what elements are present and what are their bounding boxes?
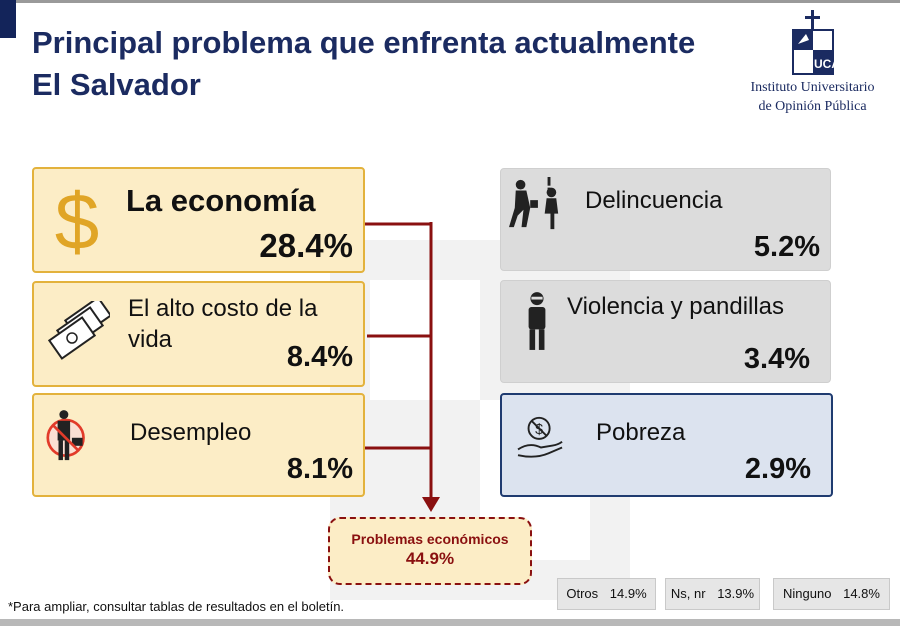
svg-text:$: $ [55, 179, 100, 259]
money-bills-icon [47, 301, 110, 360]
institution-line-1: Instituto Universitario [750, 80, 875, 95]
minor-box-ns-nr: Ns, nr 13.9% [665, 578, 760, 610]
masked-person-icon [528, 292, 546, 350]
item-card-cost-of-living: El alto costo de la vida 8.4% [32, 281, 365, 387]
footnote: *Para ampliar, consultar tablas de resul… [8, 599, 345, 614]
dollar-icon: $ [55, 179, 100, 259]
unemployment-icon [46, 410, 85, 461]
top-frame-line [0, 0, 900, 3]
uca-logo: UCA [792, 10, 836, 75]
bottom-frame-band [0, 619, 900, 626]
title-accent-bar [0, 0, 16, 38]
page-title: Principal problema que enfrenta actualme… [32, 22, 732, 106]
item-card-crime: Delincuencia 5.2% [500, 168, 831, 271]
item-value-poverty: 2.9% [744, 453, 811, 485]
robbery-icon [509, 177, 559, 230]
item-value-economy: 28.4% [259, 227, 353, 264]
item-card-poverty: $ Pobreza 2.9% [500, 393, 833, 497]
poverty-hand-icon: $ [517, 416, 563, 458]
item-label-poverty: Pobreza [596, 419, 686, 446]
logo-text: UCA [814, 57, 836, 71]
minor-label-ns-nr: Ns, nr [670, 586, 706, 601]
title-line-2: El Salvador [32, 67, 201, 102]
institution-name: Instituto Universitario de Opinión Públi… [730, 78, 895, 116]
minor-value-none: 14.8% [843, 586, 880, 601]
item-label-crime: Delincuencia [585, 187, 723, 214]
minor-box-others: Otros 14.9% [557, 578, 656, 610]
economic-total-label: Problemas económicos [351, 531, 509, 547]
minor-value-ns-nr: 13.9% [717, 586, 755, 601]
item-value-crime: 5.2% [753, 231, 820, 263]
item-label-economy: La economía [126, 183, 316, 218]
item-value-unemployment: 8.1% [286, 453, 353, 485]
minor-value-others: 14.9% [609, 586, 647, 601]
item-card-violence-gangs: Violencia y pandillas 3.4% [500, 280, 831, 383]
item-card-unemployment: Desempleo 8.1% [32, 393, 365, 497]
economic-total-value: 44.9% [405, 549, 455, 568]
item-value-cost-of-living: 8.4% [286, 341, 353, 373]
title-line-1: Principal problema que enfrenta actualme… [32, 25, 696, 60]
institution-line-2: de Opinión Pública [758, 99, 867, 114]
item-value-violence-gangs: 3.4% [743, 343, 810, 375]
minor-label-none: Ninguno [783, 586, 832, 601]
minor-label-others: Otros [566, 586, 599, 601]
connector-arrow-icon [422, 497, 440, 512]
minor-box-none: Ninguno 14.8% [773, 578, 890, 610]
svg-text:$: $ [535, 422, 543, 438]
item-label-cost-of-living: El alto costo de la vida [128, 295, 318, 353]
item-label-violence-gangs: Violencia y pandillas [567, 293, 785, 320]
item-label-unemployment: Desempleo [130, 419, 252, 446]
item-card-economy: $ La economía 28.4% [32, 167, 365, 273]
economic-total-box: Problemas económicos 44.9% [328, 517, 532, 585]
